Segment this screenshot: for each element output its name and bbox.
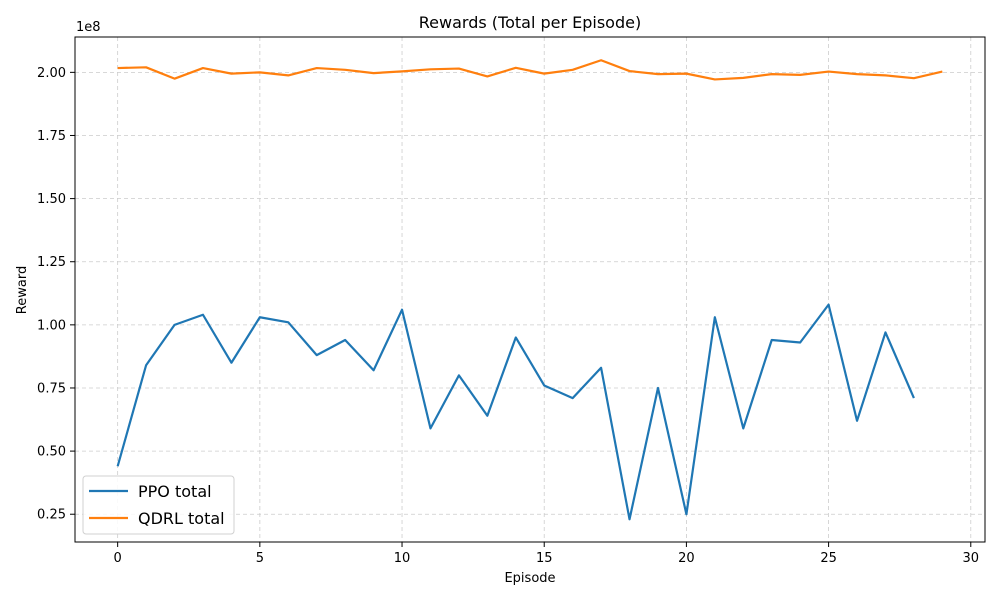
x-tick-label: 5 <box>256 551 264 566</box>
y-tick-label: 0.25 <box>37 508 66 523</box>
x-axis-ticks: 0 5 10 15 20 25 30 <box>114 542 980 566</box>
x-axis-label: Episode <box>504 571 555 586</box>
y-tick-label: 2.00 <box>37 66 66 81</box>
y-tick-label: 0.75 <box>37 381 66 396</box>
series-line-ppo <box>116 303 915 521</box>
x-tick-label: 30 <box>963 551 980 566</box>
series-line-qdrl <box>117 59 943 81</box>
x-tick-label: 0 <box>114 551 122 566</box>
y-tick-label: 1.75 <box>37 129 66 144</box>
legend: PPO total QDRL total <box>82 475 235 535</box>
legend-entry: QDRL total <box>138 509 225 528</box>
x-tick-label: 15 <box>536 551 553 566</box>
y-tick-label: 1.25 <box>37 255 66 270</box>
legend-entry: PPO total <box>138 482 212 501</box>
y-axis-label: Reward <box>15 266 30 314</box>
y-offset-label: 1e8 <box>76 20 101 35</box>
x-tick-label: 10 <box>394 551 411 566</box>
y-tick-label: 1.50 <box>37 192 66 207</box>
series-lines <box>116 59 943 521</box>
grid-lines <box>75 37 985 542</box>
y-tick-label: 0.50 <box>37 445 66 460</box>
y-tick-label: 1.00 <box>37 318 66 333</box>
y-axis-ticks: 0.25 0.50 0.75 1.00 1.25 1.50 1.75 2.00 <box>37 66 75 523</box>
plot-frame <box>74 36 986 543</box>
chart-title: Rewards (Total per Episode) <box>419 13 641 32</box>
x-tick-label: 20 <box>678 551 695 566</box>
x-tick-label: 25 <box>820 551 837 566</box>
